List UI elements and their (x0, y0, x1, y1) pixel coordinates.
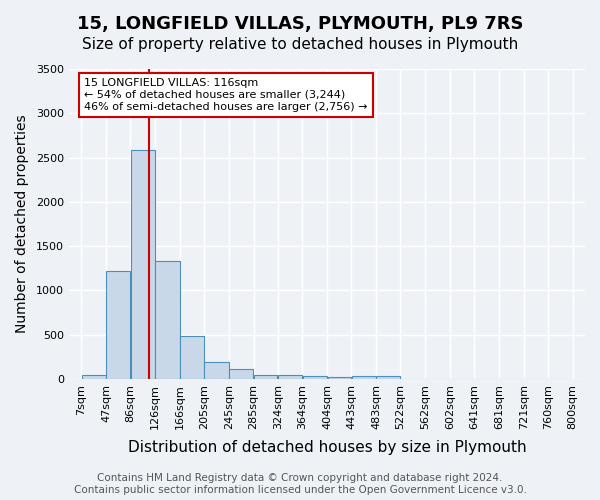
Bar (352, 376, 376, 379)
X-axis label: Distribution of detached houses by size in Plymouth: Distribution of detached houses by size … (128, 440, 526, 455)
Text: 15, LONGFIELD VILLAS, PLYMOUTH, PL9 7RS: 15, LONGFIELD VILLAS, PLYMOUTH, PL9 7RS (77, 15, 523, 33)
Text: Contains HM Land Registry data © Crown copyright and database right 2024.
Contai: Contains HM Land Registry data © Crown c… (74, 474, 526, 495)
Bar (180, 336, 204, 379)
Bar (376, 376, 400, 379)
Bar (303, 376, 327, 379)
Bar (82, 374, 106, 379)
Text: Size of property relative to detached houses in Plymouth: Size of property relative to detached ho… (82, 38, 518, 52)
Bar (204, 362, 229, 379)
Bar (328, 377, 351, 379)
Bar (106, 271, 130, 379)
Bar (131, 150, 155, 379)
Text: 15 LONGFIELD VILLAS: 116sqm
← 54% of detached houses are smaller (3,244)
46% of : 15 LONGFIELD VILLAS: 116sqm ← 54% of det… (85, 78, 368, 112)
Bar (155, 261, 179, 379)
Bar (229, 370, 253, 379)
Y-axis label: Number of detached properties: Number of detached properties (15, 114, 29, 334)
Bar (254, 374, 277, 379)
Bar (278, 375, 302, 379)
